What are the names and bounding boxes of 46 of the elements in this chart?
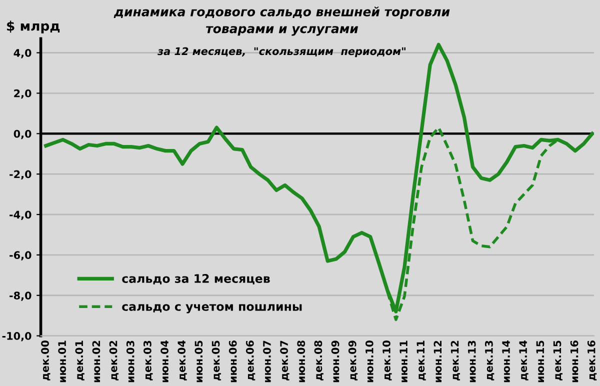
chart-title: динамика годового сальдо внешней торговли товарами и услугами <box>114 6 450 36</box>
x-tick-label: дек.13 <box>484 340 494 380</box>
x-tick-label: июн.15 <box>536 340 544 382</box>
y-tick-label: 4,0 <box>14 48 32 58</box>
text: за 12 месяцев, "скользящим периодом" <box>158 47 406 58</box>
x-tick-label: июн.11 <box>400 340 408 382</box>
y-tick-label: -2,0 <box>10 170 32 180</box>
x-tick-label: дек.16 <box>587 340 597 380</box>
x-tick-label: дек.02 <box>109 340 119 380</box>
x-tick-label: дек.03 <box>144 340 153 380</box>
y-tick-label: -10,0 <box>2 332 32 342</box>
x-tick-label: июн.02 <box>92 340 100 382</box>
x-tick-label: июн.04 <box>160 340 168 382</box>
y-tick-label: 2,0 <box>14 89 32 99</box>
x-tick-label: июн.08 <box>297 340 306 382</box>
x-tick-label: июн.01 <box>58 340 66 382</box>
x-tick-label: дек.08 <box>314 340 324 380</box>
x-tick-label: июн.16 <box>570 340 578 382</box>
y-tick-label: -4,0 <box>10 210 32 220</box>
legend-label: сальдо с учетом пошлины <box>122 304 302 314</box>
y-axis-title: $ млрд <box>7 20 60 34</box>
x-tick-label: дек.12 <box>450 340 460 380</box>
x-tick-label: дек.05 <box>212 340 221 380</box>
x-tick-label: дек.01 <box>75 340 84 380</box>
x-tick-label: июн.07 <box>263 340 271 382</box>
x-tick-label: дек.11 <box>416 340 426 380</box>
x-tick-label: дек.06 <box>246 340 256 380</box>
x-tick-label: дек.15 <box>553 340 562 380</box>
x-tick-label: дек.00 <box>41 340 50 380</box>
x-tick-label: дек.04 <box>178 340 187 380</box>
x-tick-label: дек.14 <box>519 340 528 380</box>
x-tick-label: июн.12 <box>434 340 442 382</box>
x-tick-label: июн.06 <box>228 340 237 382</box>
x-tick-label: июн.03 <box>126 340 134 382</box>
x-tick-label: июн.13 <box>468 340 476 382</box>
y-tick-label: 0,0 <box>14 130 32 140</box>
x-tick-label: июн.09 <box>331 340 340 382</box>
x-tick-label: дек.09 <box>348 340 358 380</box>
x-tick-label: июн.14 <box>502 340 510 382</box>
x-tick-label: дек.10 <box>382 340 392 380</box>
x-tick-label: дек.07 <box>280 340 290 380</box>
x-tick-label: июн.10 <box>365 340 374 382</box>
y-tick-label: -6,0 <box>10 251 32 260</box>
x-tick-label: июн.05 <box>194 340 203 382</box>
y-tick-label: -8,0 <box>10 292 32 301</box>
legend-label: сальдо за 12 месяцев <box>122 274 270 284</box>
